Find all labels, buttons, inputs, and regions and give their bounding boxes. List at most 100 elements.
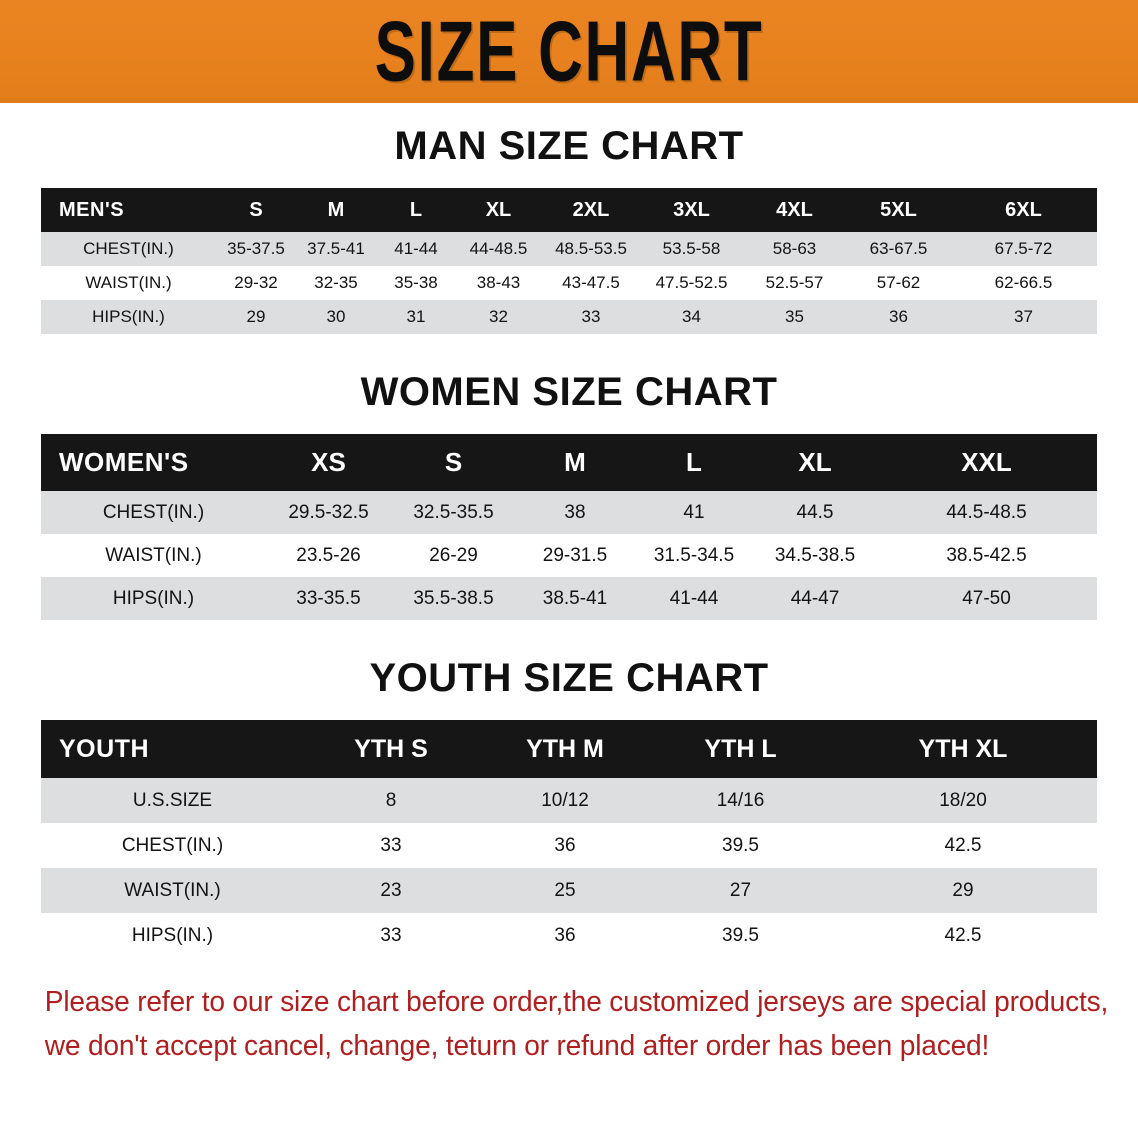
page-title: SIZE CHART (374, 4, 764, 99)
women-row-label: HIPS(IN.) (112, 587, 195, 609)
table-row: WAIST(IN.) 29-32 32-35 35-38 38-43 43-47… (41, 266, 1097, 300)
youth-cell: 18/20 (939, 789, 987, 811)
youth-cell: 36 (554, 834, 576, 856)
man-cell: 35-38 (394, 273, 438, 292)
man-section-title: MAN SIZE CHART (394, 124, 744, 168)
man-column-header: L (409, 198, 423, 221)
women-cell: 44-47 (790, 587, 840, 609)
man-column-header: 6XL (1005, 198, 1042, 221)
women-cell: 41 (683, 501, 705, 523)
women-cell: 38 (564, 501, 586, 523)
table-row: HIPS(IN.) 33-35.5 35.5-38.5 38.5-41 41-4… (41, 577, 1097, 620)
women-cell: 29-31.5 (542, 544, 608, 566)
man-row-label: HIPS(IN.) (92, 307, 165, 326)
women-cell: 41-44 (669, 587, 719, 609)
youth-cell: 29 (952, 879, 974, 901)
disclaimer-line-1: Please refer to our size chart before or… (44, 986, 1108, 1018)
youth-cell: 8 (385, 789, 397, 811)
youth-header-label: YOUTH (59, 734, 149, 763)
women-cell: 34.5-38.5 (774, 544, 856, 566)
man-column-header: S (249, 198, 263, 221)
man-column-header: XL (485, 198, 512, 221)
man-header-label: MEN'S (59, 198, 125, 221)
youth-cell: 14/16 (716, 789, 765, 811)
youth-column-header: YTH M (526, 734, 604, 763)
youth-cell: 27 (729, 879, 752, 901)
man-cell: 35 (785, 307, 804, 326)
disclaimer-line-2: we don't accept cancel, change, teturn o… (44, 1030, 989, 1062)
table-row: WAIST(IN.) 23 25 27 29 (41, 868, 1097, 913)
table-row: HIPS(IN.) 29 30 31 32 33 34 35 36 37 (41, 300, 1097, 334)
man-cell: 29 (246, 307, 266, 326)
women-row-label: CHEST(IN.) (102, 501, 205, 523)
women-column-header: XS (311, 447, 346, 477)
table-row: HIPS(IN.) 33 36 39.5 42.5 (41, 913, 1097, 958)
women-cell: 47-50 (962, 587, 1011, 609)
women-cell: 38.5-42.5 (946, 544, 1027, 566)
women-header-label: WOMEN'S (59, 447, 189, 477)
man-cell: 32-35 (314, 273, 358, 292)
man-cell: 52.5-57 (765, 273, 824, 292)
table-row: CHEST(IN.) 29.5-32.5 32.5-35.5 38 41 44.… (41, 491, 1097, 534)
women-size-table-wrapper: WOMEN'S XS S M L XL XXL CHEST(IN.) 29.5-… (41, 434, 1097, 620)
man-column-header: 3XL (673, 198, 710, 221)
table-row: U.S.SIZE 8 10/12 14/16 18/20 (41, 778, 1097, 823)
man-column-header: M (327, 198, 345, 221)
youth-cell: 39.5 (722, 834, 759, 856)
man-cell: 43-47.5 (562, 273, 620, 292)
women-cell: 35.5-38.5 (413, 587, 494, 609)
man-cell: 34 (682, 307, 701, 326)
youth-size-table-wrapper: YOUTH YTH S YTH M YTH L YTH XL U.S.SIZE … (41, 720, 1097, 958)
women-cell: 32.5-35.5 (413, 501, 494, 523)
table-row: CHEST(IN.) 35-37.5 37.5-41 41-44 44-48.5… (41, 232, 1097, 266)
man-cell: 58-63 (772, 239, 817, 258)
man-cell: 57-62 (876, 273, 921, 292)
youth-cell: 42.5 (944, 834, 982, 856)
man-cell: 35-37.5 (227, 239, 285, 258)
man-cell: 53.5-58 (662, 239, 721, 258)
youth-row-label: U.S.SIZE (132, 789, 213, 811)
youth-cell: 23 (380, 879, 402, 901)
youth-section-title: YOUTH SIZE CHART (369, 656, 769, 700)
man-cell: 38-43 (476, 273, 521, 292)
youth-table-header-row: YOUTH YTH S YTH M YTH L YTH XL (41, 720, 1097, 778)
youth-column-header: YTH S (354, 734, 428, 763)
women-cell: 38.5-41 (542, 587, 608, 609)
women-cell: 23.5-26 (296, 544, 361, 566)
women-table-header-row: WOMEN'S XS S M L XL XXL (41, 434, 1097, 491)
women-column-header: M (564, 447, 586, 477)
man-cell: 37.5-41 (307, 239, 365, 258)
man-cell: 67.5-72 (994, 239, 1053, 258)
youth-cell: 39.5 (722, 924, 759, 946)
women-section-title: WOMEN SIZE CHART (360, 370, 778, 414)
man-cell: 37 (1014, 307, 1033, 326)
man-row-label: WAIST(IN.) (85, 273, 172, 292)
women-cell: 44.5-48.5 (946, 501, 1027, 523)
women-column-header: XL (798, 447, 832, 477)
youth-cell: 36 (554, 924, 576, 946)
women-row-label: WAIST(IN.) (105, 544, 202, 566)
women-cell: 44.5 (796, 501, 834, 523)
women-column-header: XXL (961, 447, 1012, 477)
women-cell: 33-35.5 (296, 587, 361, 609)
women-cell: 29.5-32.5 (288, 501, 369, 523)
man-column-header: 2XL (572, 198, 610, 221)
man-cell: 47.5-52.5 (655, 273, 728, 292)
man-cell: 41-44 (394, 239, 438, 258)
man-cell: 32 (489, 307, 508, 326)
page-banner: SIZE CHART (0, 0, 1138, 103)
man-cell: 29-32 (234, 273, 278, 292)
man-size-table: MEN'S S M L XL 2XL 3XL 4XL 5XL 6XL CHEST… (41, 188, 1097, 334)
youth-column-header: YTH L (704, 734, 777, 763)
man-cell: 36 (889, 307, 908, 326)
women-cell: 26-29 (429, 544, 478, 566)
youth-row-label: CHEST(IN.) (121, 834, 224, 856)
man-cell: 31 (406, 307, 426, 326)
table-row: WAIST(IN.) 23.5-26 26-29 29-31.5 31.5-34… (41, 534, 1097, 577)
man-table-header-row: MEN'S S M L XL 2XL 3XL 4XL 5XL 6XL (41, 188, 1097, 232)
youth-size-table: YOUTH YTH S YTH M YTH L YTH XL U.S.SIZE … (41, 720, 1097, 958)
youth-cell: 33 (380, 834, 402, 856)
youth-cell: 25 (554, 879, 576, 901)
man-cell: 48.5-53.5 (555, 239, 627, 258)
man-cell: 44-48.5 (469, 239, 528, 258)
